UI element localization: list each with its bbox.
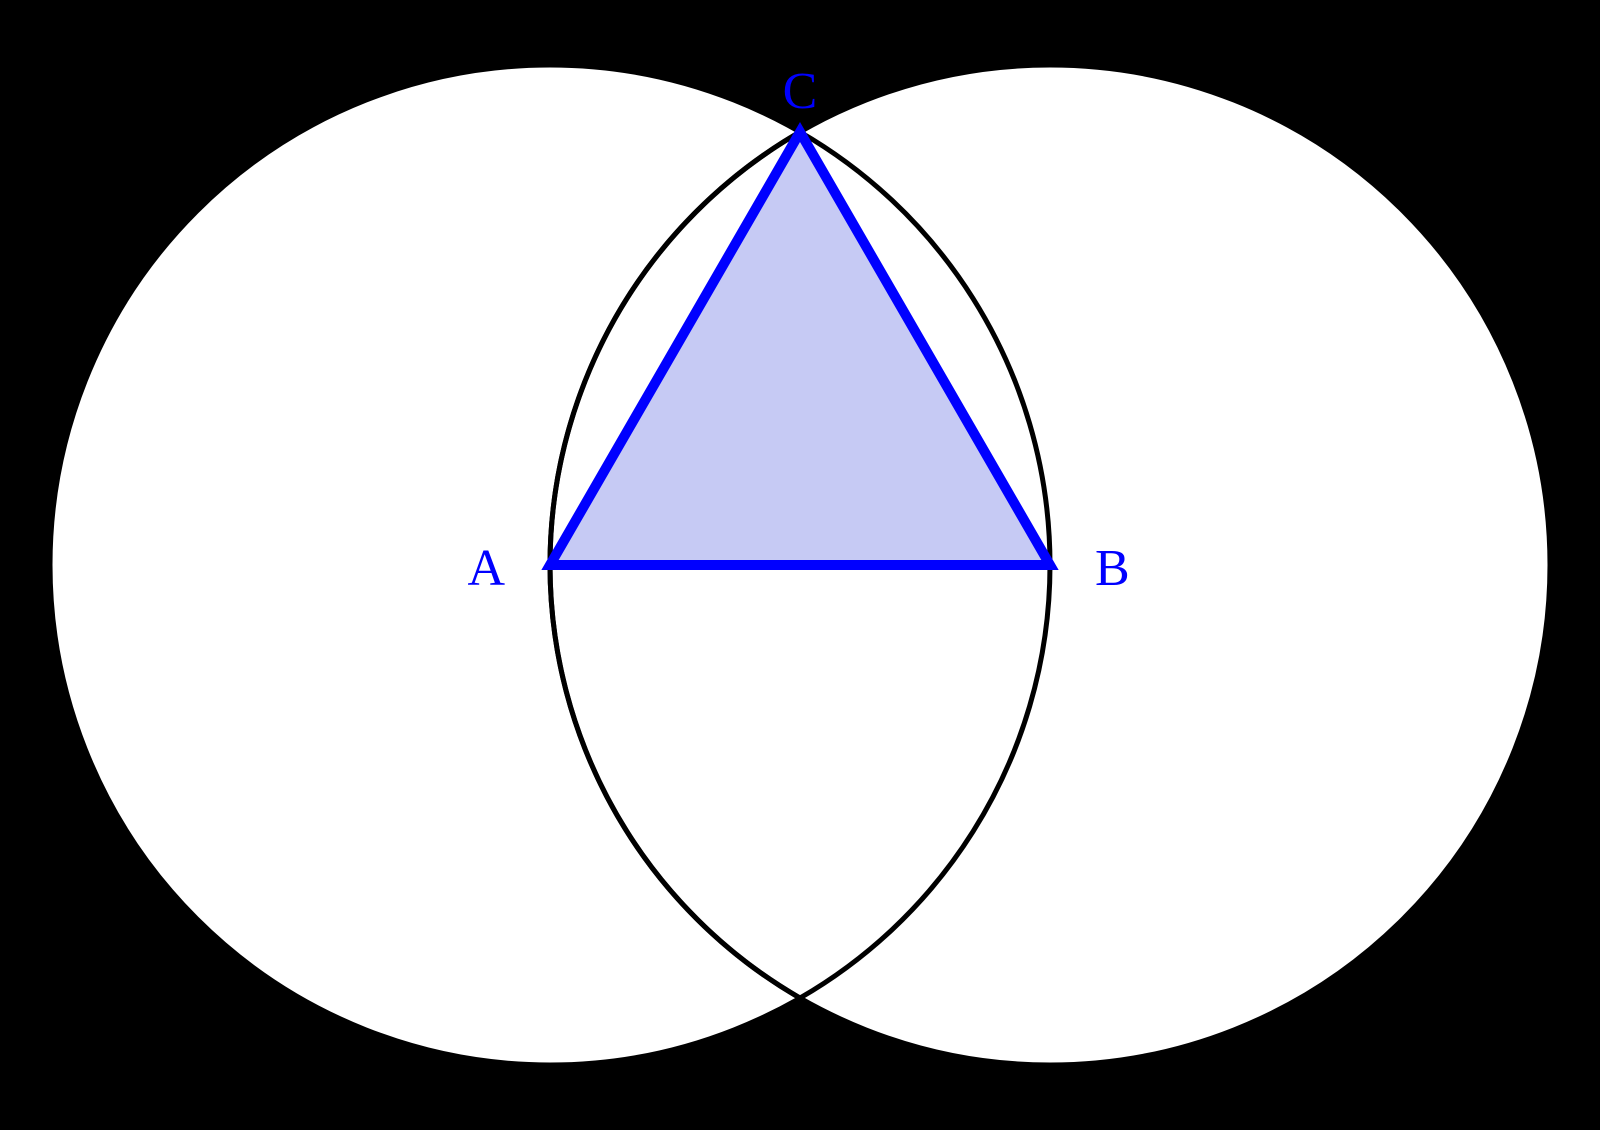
vertex-label-b: B	[1095, 540, 1130, 597]
vertex-label-a: A	[467, 540, 505, 597]
vertex-label-c: C	[783, 63, 818, 120]
construction-svg: A B C	[0, 0, 1600, 1130]
diagram-stage: A B C	[0, 0, 1600, 1130]
